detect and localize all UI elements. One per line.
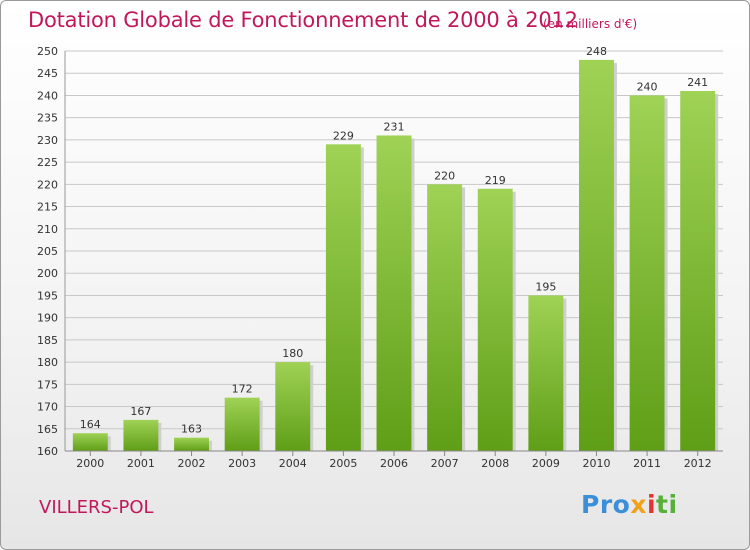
x-tick-label: 2006: [380, 457, 408, 470]
bar: [123, 419, 159, 451]
data-label: 229: [333, 129, 354, 142]
bar: [376, 135, 412, 451]
y-axis-ticks: 160 165 170 175 180 185 190 195 200 205 210 215 220 2…: [37, 45, 58, 458]
y-tick-label: 165: [37, 423, 58, 436]
bar: [578, 59, 614, 452]
logo-part: i: [646, 490, 657, 519]
x-tick-label: 2003: [228, 457, 256, 470]
proxiti-logo: Proxiti: [581, 490, 678, 519]
y-tick-label: 185: [37, 334, 58, 347]
x-tick-label: 2011: [633, 457, 661, 470]
x-tick-label: 2004: [279, 457, 307, 470]
y-tick-label: 175: [37, 378, 58, 391]
data-label: 219: [485, 174, 506, 187]
bar: [528, 295, 564, 451]
data-label: 220: [434, 169, 455, 182]
data-label: 241: [687, 76, 708, 89]
data-label: 172: [232, 383, 253, 396]
y-tick-label: 220: [37, 178, 58, 191]
y-tick-label: 245: [37, 67, 58, 80]
y-tick-label: 160: [37, 445, 58, 458]
x-tick-label: 2009: [532, 457, 560, 470]
y-tick-label: 225: [37, 156, 58, 169]
x-tick-label: 2001: [127, 457, 155, 470]
y-tick-label: 250: [37, 45, 58, 58]
y-tick-label: 180: [37, 356, 58, 369]
data-label: 163: [181, 423, 202, 436]
x-tick-label: 2010: [582, 457, 610, 470]
data-label: 248: [586, 45, 607, 58]
bar: [629, 95, 665, 451]
x-tick-label: 2008: [481, 457, 509, 470]
bar: [275, 362, 311, 451]
bar: [72, 433, 108, 451]
y-tick-label: 235: [37, 112, 58, 125]
logo-part: Pro: [581, 490, 631, 519]
data-label: 180: [282, 347, 303, 360]
x-tick-label: 2000: [76, 457, 104, 470]
commune-name: VILLERS-POL: [39, 497, 154, 518]
bar: [325, 144, 361, 452]
chart-unit: (en milliers d'€): [543, 17, 638, 31]
y-tick-label: 240: [37, 89, 58, 102]
chart-title: Dotation Globale de Fonctionnement de 20…: [28, 8, 578, 32]
logo-part: x: [630, 490, 647, 519]
logo-part: ti: [656, 490, 678, 519]
y-tick-label: 200: [37, 267, 58, 280]
y-tick-label: 190: [37, 312, 58, 325]
x-tick-label: 2007: [431, 457, 459, 470]
bar: [174, 437, 210, 451]
y-tick-label: 205: [37, 245, 58, 258]
data-label: 231: [384, 120, 405, 133]
x-tick-label: 2005: [329, 457, 357, 470]
y-tick-label: 195: [37, 289, 58, 302]
x-axis-ticks: 2000 2001 2002 2003 2004 2005 2006 2007 2008 2009…: [65, 450, 723, 470]
bar: [680, 91, 716, 451]
y-tick-label: 230: [37, 134, 58, 147]
y-tick-label: 170: [37, 401, 58, 414]
y-tick-label: 215: [37, 201, 58, 214]
bars: [72, 59, 719, 452]
x-tick-label: 2002: [178, 457, 206, 470]
data-label: 240: [637, 80, 658, 93]
bar: [477, 188, 513, 451]
bar: [427, 184, 463, 452]
data-label: 164: [80, 418, 101, 431]
data-label: 195: [535, 280, 556, 293]
data-label: 167: [130, 405, 151, 418]
y-tick-label: 210: [37, 223, 58, 236]
x-tick-label: 2012: [684, 457, 712, 470]
data-labels: 164 167 163 172 180 229 231 220 219 195 248 240 241: [80, 45, 708, 436]
bar: [224, 397, 260, 451]
